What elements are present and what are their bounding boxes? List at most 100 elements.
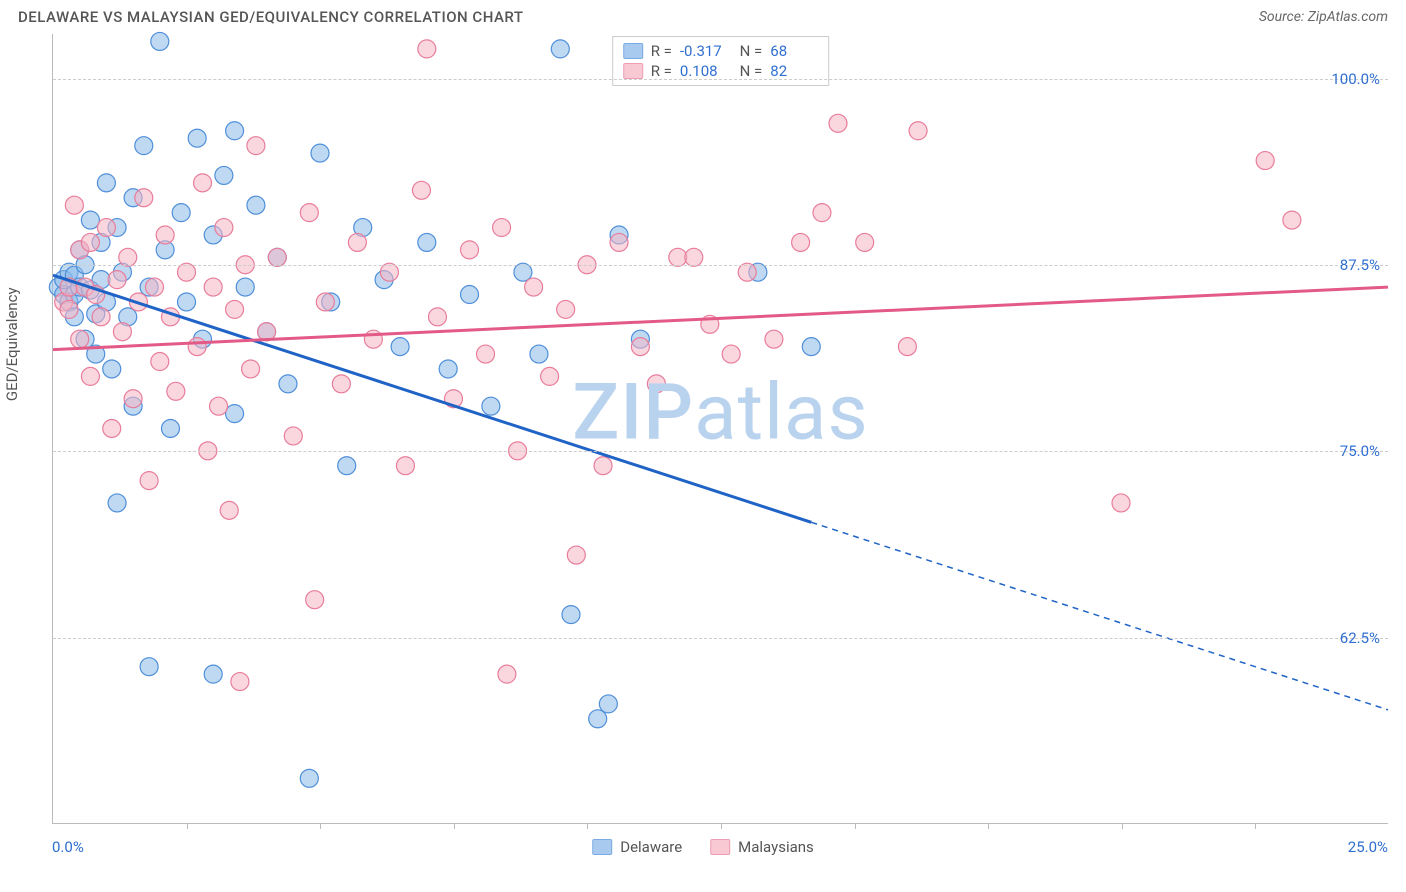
trend-line-malaysians xyxy=(53,287,1388,350)
scatter-point-malaysians xyxy=(231,673,249,691)
scatter-point-delaware xyxy=(530,345,548,363)
scatter-point-malaysians xyxy=(428,308,446,326)
scatter-point-delaware xyxy=(103,360,121,378)
scatter-point-delaware xyxy=(300,769,318,787)
scatter-point-malaysians xyxy=(188,338,206,356)
x-axis-legend: Delaware Malaysians xyxy=(592,838,814,856)
scatter-point-delaware xyxy=(599,695,617,713)
scatter-point-malaysians xyxy=(242,360,260,378)
scatter-point-malaysians xyxy=(156,226,174,244)
scatter-point-malaysians xyxy=(108,271,126,289)
scatter-point-delaware xyxy=(215,166,233,184)
scatter-point-malaysians xyxy=(557,300,575,318)
source-attribution: Source: ZipAtlas.com xyxy=(1259,9,1388,25)
scatter-point-delaware xyxy=(178,293,196,311)
scatter-point-delaware xyxy=(97,174,115,192)
scatter-point-delaware xyxy=(482,397,500,415)
scatter-point-malaysians xyxy=(418,40,436,58)
scatter-point-malaysians xyxy=(140,472,158,490)
scatter-point-delaware xyxy=(418,233,436,251)
scatter-point-malaysians xyxy=(124,390,142,408)
scatter-point-malaysians xyxy=(81,233,99,251)
x-tick xyxy=(454,823,455,829)
plot-area: ZIPatlas R =-0.317 N =68R =0.108 N =82 1… xyxy=(52,34,1388,824)
scatter-point-malaysians xyxy=(167,382,185,400)
source-label: Source: xyxy=(1259,9,1304,25)
scatter-point-delaware xyxy=(247,196,265,214)
scatter-point-delaware xyxy=(226,405,244,423)
scatter-point-malaysians xyxy=(194,174,212,192)
chart-header: DELAWARE VS MALAYSIAN GED/EQUIVALENCY CO… xyxy=(0,0,1406,30)
x-axis-start-label: 0.0% xyxy=(52,838,84,856)
scatter-point-delaware xyxy=(204,665,222,683)
x-tick xyxy=(721,823,722,829)
scatter-point-delaware xyxy=(108,494,126,512)
y-tick-label: 75.0% xyxy=(1340,442,1380,460)
legend-swatch-icon xyxy=(710,839,730,855)
chart-container: GED/Equivalency ZIPatlas R =-0.317 N =68… xyxy=(18,34,1388,864)
scatter-point-delaware xyxy=(391,338,409,356)
r-value: -0.317 xyxy=(680,42,728,60)
scatter-point-malaysians xyxy=(332,375,350,393)
scatter-point-malaysians xyxy=(113,323,131,341)
scatter-point-delaware xyxy=(551,40,569,58)
scatter-point-malaysians xyxy=(525,278,543,296)
scatter-point-malaysians xyxy=(316,293,334,311)
scatter-point-malaysians xyxy=(829,114,847,132)
r-label: R = xyxy=(651,42,672,60)
n-label: N = xyxy=(736,62,762,80)
scatter-point-malaysians xyxy=(396,457,414,475)
gridline-horizontal xyxy=(53,265,1388,266)
scatter-point-malaysians xyxy=(722,345,740,363)
trend-line-dashed-delaware xyxy=(811,522,1388,710)
scatter-point-malaysians xyxy=(215,219,233,237)
chart-title: DELAWARE VS MALAYSIAN GED/EQUIVALENCY CO… xyxy=(18,8,523,26)
y-axis-title: GED/Equivalency xyxy=(3,287,21,401)
scatter-point-malaysians xyxy=(60,300,78,318)
scatter-point-malaysians xyxy=(765,330,783,348)
legend-label: Delaware xyxy=(620,838,682,856)
scatter-point-delaware xyxy=(279,375,297,393)
scatter-point-malaysians xyxy=(65,196,83,214)
stats-row-delaware: R =-0.317 N =68 xyxy=(623,41,819,61)
scatter-point-malaysians xyxy=(498,665,516,683)
y-tick-label: 87.5% xyxy=(1340,256,1380,274)
gridline-horizontal xyxy=(53,79,1388,80)
scatter-point-malaysians xyxy=(92,308,110,326)
scatter-point-malaysians xyxy=(145,278,163,296)
x-tick xyxy=(855,823,856,829)
x-tick xyxy=(187,823,188,829)
scatter-point-malaysians xyxy=(1256,152,1274,170)
scatter-point-delaware xyxy=(135,137,153,155)
scatter-point-malaysians xyxy=(268,248,286,266)
scatter-point-malaysians xyxy=(792,233,810,251)
legend-item-malaysians: Malaysians xyxy=(710,838,814,856)
scatter-point-malaysians xyxy=(813,204,831,222)
scatter-point-malaysians xyxy=(461,241,479,259)
scatter-point-malaysians xyxy=(71,330,89,348)
x-tick xyxy=(587,823,588,829)
scatter-point-malaysians xyxy=(151,353,169,371)
gridline-horizontal xyxy=(53,451,1388,452)
legend-label: Malaysians xyxy=(738,838,814,856)
scatter-point-malaysians xyxy=(348,233,366,251)
r-label: R = xyxy=(651,62,672,80)
x-tick xyxy=(320,823,321,829)
scatter-point-malaysians xyxy=(220,501,238,519)
scatter-point-malaysians xyxy=(119,248,137,266)
scatter-point-delaware xyxy=(226,122,244,140)
scatter-point-malaysians xyxy=(412,181,430,199)
source-value: ZipAtlas.com xyxy=(1308,9,1388,25)
scatter-point-malaysians xyxy=(135,189,153,207)
scatter-point-delaware xyxy=(161,420,179,438)
scatter-point-malaysians xyxy=(226,300,244,318)
x-tick xyxy=(1255,823,1256,829)
scatter-point-delaware xyxy=(81,211,99,229)
scatter-point-malaysians xyxy=(669,248,687,266)
scatter-point-delaware xyxy=(802,338,820,356)
y-tick-label: 62.5% xyxy=(1340,629,1380,647)
gridline-horizontal xyxy=(53,638,1388,639)
scatter-point-malaysians xyxy=(306,591,324,609)
scatter-point-delaware xyxy=(236,278,254,296)
scatter-point-delaware xyxy=(439,360,457,378)
